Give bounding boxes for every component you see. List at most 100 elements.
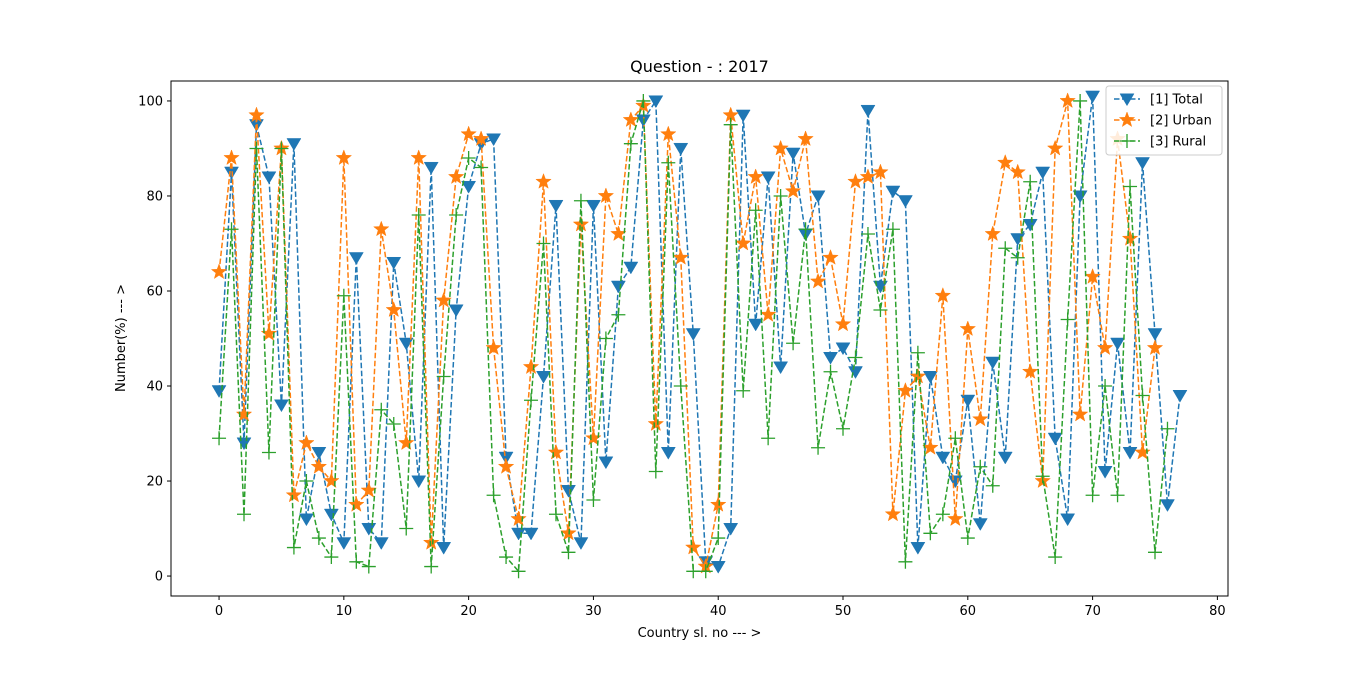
data-point — [460, 125, 477, 142]
data-point — [235, 405, 253, 422]
data-point — [947, 510, 964, 527]
data-point — [510, 510, 527, 527]
data-point — [372, 220, 390, 237]
data-point — [323, 508, 339, 522]
data-point — [723, 117, 738, 132]
data-point — [610, 280, 626, 294]
data-point — [212, 431, 227, 446]
data-point — [398, 337, 414, 351]
data-point — [910, 542, 926, 555]
data-point — [747, 168, 764, 185]
data-point — [761, 431, 776, 446]
data-point — [661, 155, 676, 170]
data-point — [1110, 488, 1125, 503]
data-point — [648, 95, 664, 109]
data-point — [1060, 312, 1075, 327]
data-point — [298, 434, 315, 451]
data-point — [786, 336, 801, 351]
data-point — [811, 440, 826, 455]
data-point — [486, 488, 501, 503]
data-point — [672, 248, 690, 265]
data-point — [647, 415, 665, 432]
data-point — [274, 399, 289, 413]
data-point — [1160, 499, 1175, 512]
data-point — [498, 451, 514, 465]
data-point — [848, 350, 863, 365]
data-point — [324, 550, 339, 565]
data-point — [1110, 337, 1125, 351]
data-point — [474, 160, 489, 175]
data-point — [997, 451, 1013, 465]
data-point — [523, 527, 539, 541]
data-point — [960, 394, 976, 408]
plot-frame — [170, 80, 1229, 597]
data-point — [399, 521, 414, 536]
data-point — [798, 222, 813, 237]
data-point — [1146, 339, 1164, 356]
data-point — [622, 111, 640, 128]
data-point — [971, 410, 989, 427]
data-point — [535, 172, 552, 189]
data-point — [1035, 166, 1051, 180]
data-point — [1071, 405, 1089, 422]
data-point — [373, 537, 389, 550]
data-point — [336, 537, 352, 550]
data-point — [847, 172, 864, 189]
data-point — [573, 537, 589, 550]
data-point — [760, 171, 776, 185]
data-point — [385, 301, 403, 318]
data-point — [873, 302, 888, 317]
data-point — [848, 366, 863, 379]
data-point — [623, 136, 638, 151]
data-point — [285, 486, 303, 503]
data-point — [1060, 513, 1076, 527]
data-point — [311, 531, 326, 546]
y-tick-label: 40 — [146, 380, 163, 395]
data-point — [685, 328, 701, 341]
legend-label: [2] Urban — [1150, 114, 1212, 129]
data-point — [985, 356, 1001, 370]
data-point — [1047, 432, 1063, 446]
data-point — [686, 564, 701, 579]
data-point — [585, 199, 601, 213]
data-point — [524, 393, 539, 408]
data-point — [1084, 268, 1101, 284]
data-point — [736, 383, 751, 398]
y-axis-label: Number(%) --- > — [114, 284, 129, 392]
data-point — [497, 458, 515, 474]
legend-entry: [1] Total — [1114, 93, 1203, 108]
data-point — [897, 382, 914, 398]
data-point — [648, 464, 663, 479]
data-point — [361, 559, 376, 574]
data-point — [698, 564, 713, 579]
data-point — [784, 182, 802, 199]
data-point — [274, 141, 289, 156]
data-point — [461, 180, 477, 194]
data-point — [823, 364, 838, 379]
data-point — [711, 531, 726, 546]
data-point — [897, 195, 913, 208]
data-point — [673, 379, 688, 394]
data-point — [735, 109, 751, 123]
data-point — [709, 496, 727, 512]
series-line — [218, 100, 1169, 574]
series-line — [218, 96, 1181, 568]
data-point — [511, 527, 526, 541]
data-point — [885, 222, 900, 237]
data-point — [772, 139, 789, 156]
data-point — [1148, 545, 1162, 560]
data-point — [411, 475, 427, 489]
series-layer — [210, 90, 1188, 579]
data-point — [210, 263, 228, 280]
data-point — [960, 531, 975, 546]
x-tick-label: 10 — [336, 604, 353, 619]
data-point — [948, 431, 963, 446]
data-point — [660, 447, 676, 460]
data-point — [1048, 550, 1063, 565]
x-tick-label: 40 — [710, 604, 727, 619]
data-point — [224, 222, 239, 237]
data-point — [985, 478, 1000, 493]
data-point — [374, 402, 389, 417]
